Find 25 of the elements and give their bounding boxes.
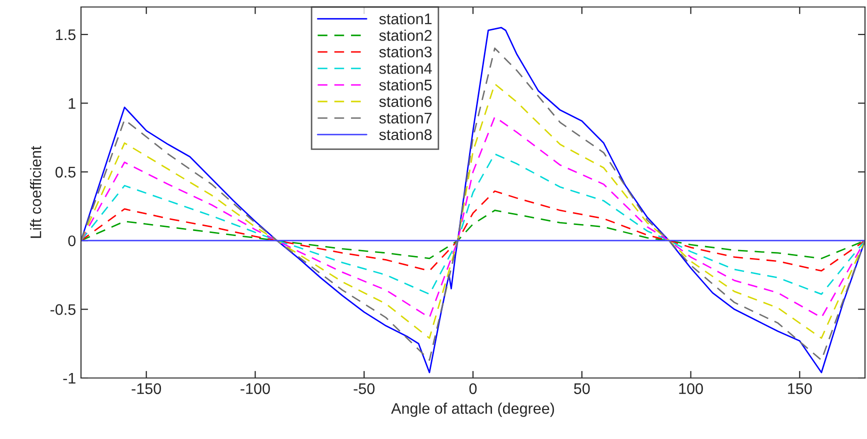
y-tick-label: -0.5: [50, 304, 76, 315]
legend-label: station1: [379, 13, 432, 24]
y-tick-label: 0.5: [56, 166, 76, 178]
y-tick-label: 1: [68, 98, 76, 109]
x-tick-label: -100: [240, 383, 270, 394]
x-tick-label: 100: [679, 383, 703, 394]
legend-label: station3: [379, 46, 432, 58]
x-tick-label: 0: [469, 383, 477, 394]
y-tick-label: 1.5: [56, 30, 76, 40]
line-series: [81, 153, 865, 295]
legend-label: station7: [379, 112, 432, 124]
x-tick-label: -150: [132, 383, 162, 394]
legend-label: station4: [379, 62, 432, 74]
legend-label: station8: [379, 128, 432, 140]
y-tick-label: 0: [68, 235, 76, 246]
x-tick-label: 50: [574, 383, 590, 394]
legend-label: station2: [379, 30, 432, 41]
x-axis-title: Angle of attach (degree): [391, 402, 554, 417]
legend-label: station5: [379, 79, 432, 90]
x-tick-label: 150: [788, 383, 812, 394]
y-tick-label: -1: [63, 373, 76, 384]
line-series: [81, 190, 865, 272]
x-tick-label: -50: [354, 383, 375, 394]
legend-label: station6: [379, 96, 432, 107]
y-axis-title: Lift coefficient: [30, 146, 42, 238]
